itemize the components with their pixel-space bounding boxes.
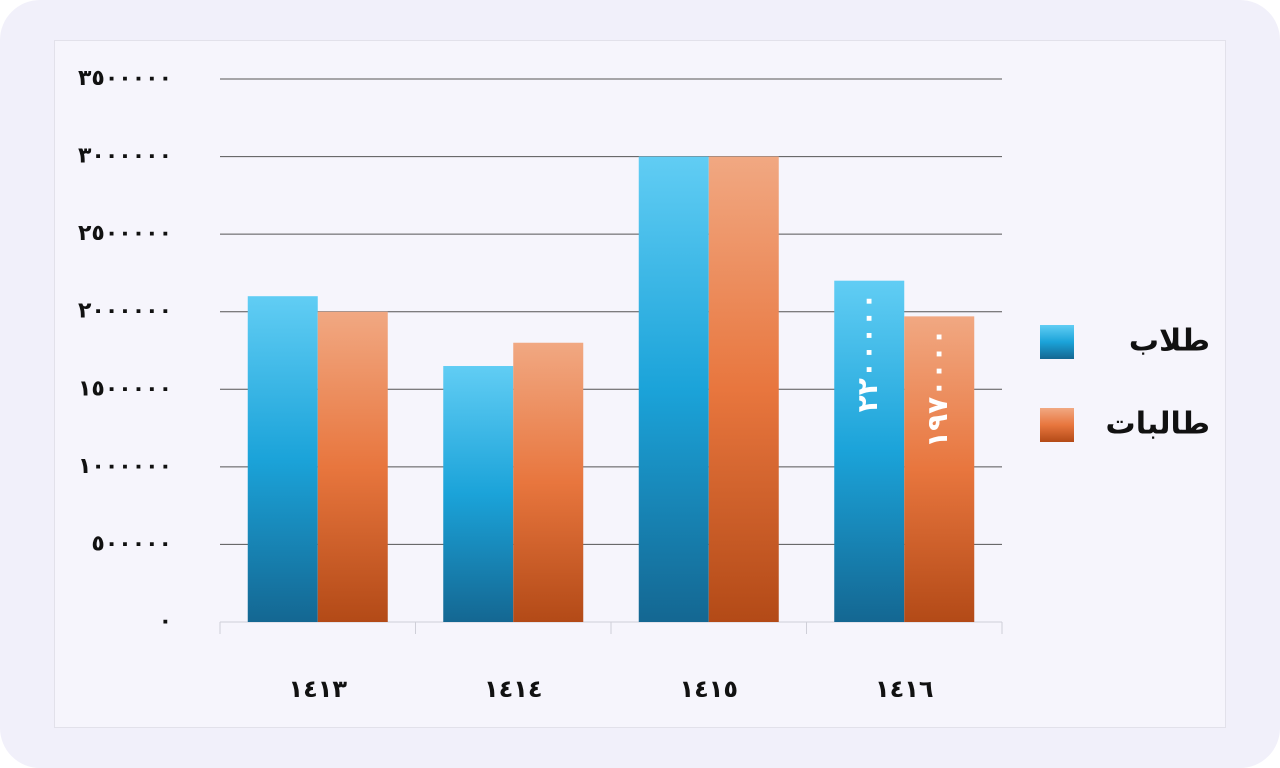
bar	[834, 280, 905, 622]
bar	[513, 342, 584, 622]
legend-label: طالبات	[1106, 407, 1210, 442]
y-tick-label: ٥٠٠٠٠٠	[91, 531, 172, 556]
legend-swatch	[1040, 325, 1074, 359]
bar	[904, 316, 975, 622]
x-tick-label: ١٤١٤	[484, 675, 543, 703]
bar	[708, 156, 779, 623]
y-tick-label: ١٠٠٠٠٠٠	[78, 454, 172, 479]
bar	[638, 156, 709, 623]
bar	[247, 296, 318, 622]
value-label: ١٩٧٠٠٠٠	[921, 328, 954, 448]
y-tick-label: ٢٥٠٠٠٠٠	[78, 221, 172, 246]
y-tick-label: ٢٠٠٠٠٠٠	[78, 299, 172, 324]
y-tick-label: ٣٥٠٠٠٠٠	[78, 66, 172, 91]
x-tick-label: ١٤١٣	[288, 675, 347, 703]
y-tick-label: ١٥٠٠٠٠٠	[78, 376, 172, 401]
x-tick-label: ١٤١٦	[875, 675, 934, 703]
bar	[443, 366, 514, 622]
x-tick-label: ١٤١٥	[679, 675, 738, 703]
legend-label: طلاب	[1129, 324, 1210, 359]
legend-swatch	[1040, 408, 1074, 442]
y-tick-label: ٣٠٠٠٠٠٠	[78, 144, 172, 169]
y-tick-label: ٠	[159, 609, 172, 634]
value-label: ٢٢٠٠٠٠٠	[851, 293, 884, 413]
bar	[317, 311, 388, 622]
